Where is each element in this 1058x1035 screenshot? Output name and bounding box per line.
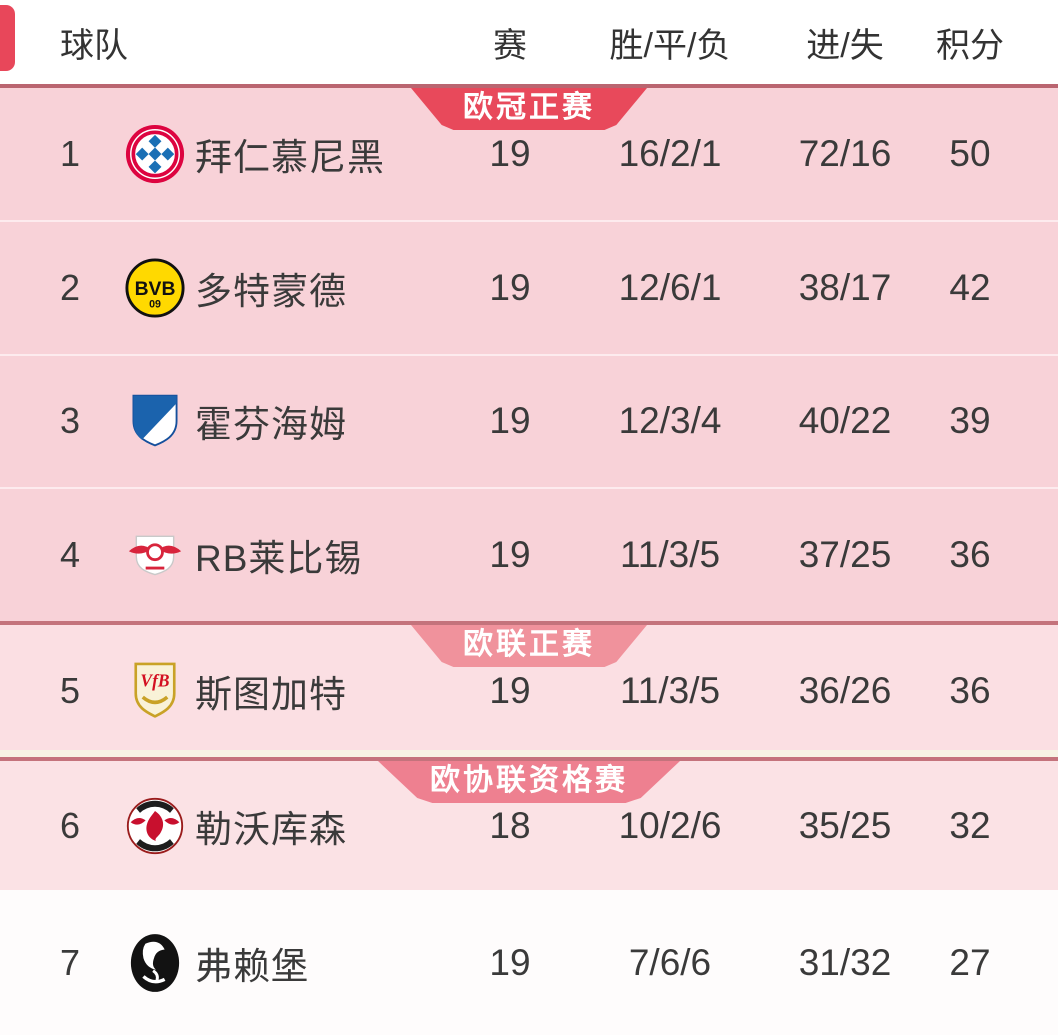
stuttgart-crest-icon: VfB xyxy=(115,660,195,722)
team-name: 弗赖堡 xyxy=(195,945,309,987)
goals-for-against: 38/17 xyxy=(798,266,892,308)
table-row: 5 VfB 斯图加特 19 11/3/5 36/26 36 xyxy=(0,625,1058,757)
win-draw-loss: 16/2/1 xyxy=(618,132,722,174)
matches-played: 19 xyxy=(489,670,531,711)
rb-leipzig-crest-icon xyxy=(115,527,195,583)
team-name: 拜仁慕尼黑 xyxy=(195,136,385,178)
points: 42 xyxy=(949,266,991,308)
points: 36 xyxy=(949,670,991,711)
win-draw-loss: 10/2/6 xyxy=(618,804,722,846)
rank: 2 xyxy=(59,266,81,308)
points: 50 xyxy=(949,132,991,174)
svg-text:09: 09 xyxy=(149,298,161,310)
zone-badge-conference-league: 欧协联资格赛 xyxy=(378,761,680,803)
matches-played: 19 xyxy=(489,941,531,983)
win-draw-loss: 7/6/6 xyxy=(628,941,712,983)
rank: 6 xyxy=(59,804,81,846)
hoffenheim-crest-icon xyxy=(115,390,195,452)
goals-for-against: 37/25 xyxy=(798,534,892,576)
freiburg-crest-icon xyxy=(115,932,195,994)
win-draw-loss: 11/3/5 xyxy=(619,670,721,711)
points: 36 xyxy=(949,534,991,576)
zone-europa-league: 欧联正赛 5 VfB 斯图加特 19 11/3/5 36/26 36 xyxy=(0,621,1058,757)
table-row: 7 弗赖堡 19 7/6/6 31/32 27 xyxy=(0,890,1058,1035)
team-name: 多特蒙德 xyxy=(195,270,347,312)
matches-played: 19 xyxy=(489,266,531,308)
zone-badge-europa-league: 欧联正赛 xyxy=(411,625,647,667)
svg-text:VfB: VfB xyxy=(140,671,170,691)
zone-badge-champions-league: 欧冠正赛 xyxy=(411,88,647,130)
team-name: 斯图加特 xyxy=(195,674,347,715)
accent-tab xyxy=(0,5,15,71)
matches-played: 19 xyxy=(489,400,531,442)
goals-for-against: 40/22 xyxy=(798,400,892,442)
goals-for-against: 36/26 xyxy=(798,670,892,711)
goals-for-against: 31/32 xyxy=(798,941,892,983)
col-header-team: 球队 xyxy=(60,26,128,65)
zone-conference-league-qualification: 欧协联资格赛 6 勒沃库森 18 10/2/6 35/25 32 xyxy=(0,757,1058,890)
col-header-points: 积分 xyxy=(936,26,1004,65)
table-header: 球队 赛 胜/平/负 进/失 积分 xyxy=(0,0,1058,88)
bayern-munich-crest-icon xyxy=(115,123,195,185)
table-row: 3 霍芬海姆 19 12/3/4 40/22 39 xyxy=(0,353,1058,488)
matches-played: 18 xyxy=(489,804,531,846)
col-header-wdl: 胜/平/负 xyxy=(609,26,731,65)
win-draw-loss: 12/6/1 xyxy=(618,266,722,308)
points: 39 xyxy=(949,400,991,442)
goals-for-against: 72/16 xyxy=(798,132,892,174)
rank: 7 xyxy=(59,941,81,983)
rank: 4 xyxy=(59,534,81,576)
table-row: 6 勒沃库森 18 10/2/6 35/25 32 xyxy=(0,761,1058,890)
matches-played: 19 xyxy=(489,534,531,576)
leverkusen-crest-icon xyxy=(115,796,195,856)
goals-for-against: 35/25 xyxy=(798,804,892,846)
matches-played: 19 xyxy=(489,132,531,174)
team-name: RB莱比锡 xyxy=(195,538,363,580)
rank: 3 xyxy=(59,400,81,442)
points: 27 xyxy=(949,941,991,983)
team-name: 霍芬海姆 xyxy=(195,404,347,446)
table-row: 4 RB莱比锡 19 11/3/5 37/25 36 xyxy=(0,487,1058,621)
points: 32 xyxy=(949,804,991,846)
rank: 1 xyxy=(59,132,81,174)
win-draw-loss: 11/3/5 xyxy=(619,534,721,576)
table-row: 1 拜仁慕尼黑 19 16/2/1 72/16 50 xyxy=(0,88,1058,220)
rank: 5 xyxy=(59,670,81,711)
svg-text:BVB: BVB xyxy=(135,277,176,299)
table-row: 2 BVB 09 多特蒙德 19 12/6/1 38/17 42 xyxy=(0,219,1058,354)
zone-no-competition: 7 弗赖堡 19 7/6/6 31/32 27 xyxy=(0,890,1058,1035)
zone-champions-league: 欧冠正赛 1 拜仁慕尼黑 19 16/2/1 72/1 xyxy=(0,88,1058,621)
col-header-matches: 赛 xyxy=(493,26,527,65)
win-draw-loss: 12/3/4 xyxy=(618,400,722,442)
borussia-dortmund-crest-icon: BVB 09 xyxy=(115,257,195,319)
col-header-goals: 进/失 xyxy=(806,26,884,65)
team-name: 勒沃库森 xyxy=(195,808,347,850)
